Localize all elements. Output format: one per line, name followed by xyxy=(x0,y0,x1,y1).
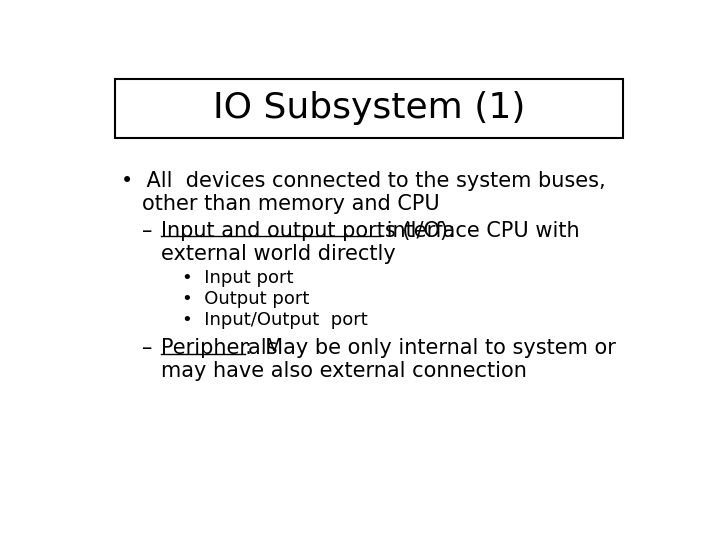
Text: •  Input port: • Input port xyxy=(182,269,294,287)
Text: Input and output ports (I/O):: Input and output ports (I/O): xyxy=(161,221,456,241)
Text: IO Subsystem (1): IO Subsystem (1) xyxy=(213,91,525,125)
Text: interface CPU with: interface CPU with xyxy=(379,221,579,241)
Text: other than memory and CPU: other than memory and CPU xyxy=(142,194,440,214)
Text: external world directly: external world directly xyxy=(161,244,396,264)
Text: •  Output port: • Output port xyxy=(182,290,310,308)
Text: •  All  devices connected to the system buses,: • All devices connected to the system bu… xyxy=(121,171,606,191)
Text: :  May be only internal to system or: : May be only internal to system or xyxy=(245,339,616,359)
Text: •  Input/Output  port: • Input/Output port xyxy=(182,311,368,329)
Text: Peripherals: Peripherals xyxy=(161,339,278,359)
Text: –: – xyxy=(142,221,152,241)
FancyBboxPatch shape xyxy=(115,79,623,138)
Text: –: – xyxy=(142,339,152,359)
Text: may have also external connection: may have also external connection xyxy=(161,361,527,381)
